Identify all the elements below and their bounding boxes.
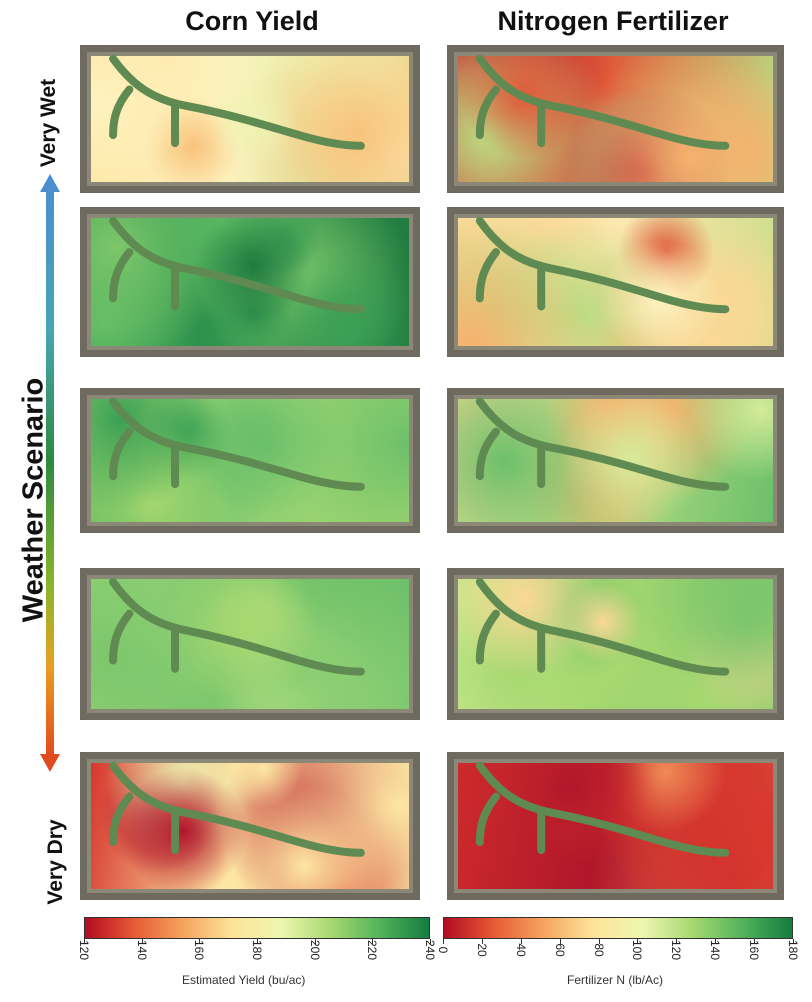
corn-yield-column-title: Corn Yield bbox=[185, 6, 319, 36]
very-dry-label: Very Dry bbox=[44, 819, 67, 905]
weather-gradient-arrow bbox=[46, 190, 54, 756]
stream-channel bbox=[454, 759, 777, 893]
nitrogen-tick-mark bbox=[520, 939, 522, 944]
nitrogen-tick-mark bbox=[676, 939, 678, 944]
nitrogen-map-5 bbox=[447, 752, 784, 900]
nitrogen-tick-mark bbox=[715, 939, 717, 944]
yield-tick-label: 200 bbox=[307, 939, 322, 961]
nitrogen-map-1 bbox=[447, 45, 784, 193]
nitrogen-map-4 bbox=[447, 568, 784, 720]
nitrogen-tick-label: 160 bbox=[747, 939, 762, 961]
stream-channel bbox=[454, 575, 777, 713]
nitrogen-tick-mark bbox=[598, 939, 600, 944]
nitrogen-tick-mark bbox=[793, 939, 794, 944]
nitrogen-fertilizer-column-title: Nitrogen Fertilizer bbox=[497, 6, 729, 36]
arrow-up-icon bbox=[40, 174, 60, 192]
corn-yield-map-2 bbox=[80, 207, 420, 357]
nitrogen-map-2 bbox=[447, 207, 784, 357]
yield-tick-mark bbox=[314, 939, 316, 944]
nitrogen-map-3 bbox=[447, 388, 784, 533]
nitrogen-tick-label: 140 bbox=[708, 939, 723, 961]
nitrogen-colorbar-label: Fertilizer N (lb/Ac) bbox=[567, 973, 664, 987]
stream-channel bbox=[454, 395, 777, 526]
yield-tick-mark bbox=[141, 939, 143, 944]
nitrogen-tick-label: 180 bbox=[786, 939, 800, 961]
yield-tick-label: 240 bbox=[423, 939, 437, 961]
nitrogen-tick-label: 80 bbox=[591, 943, 606, 957]
yield-tick-label: 160 bbox=[192, 939, 207, 961]
corn-yield-map-5 bbox=[80, 752, 420, 900]
yield-colorbar bbox=[84, 917, 430, 939]
stream-channel bbox=[87, 759, 413, 893]
yield-tick-label: 120 bbox=[77, 939, 91, 961]
nitrogen-tick-label: 20 bbox=[474, 943, 489, 957]
stream-channel bbox=[454, 214, 777, 350]
yield-tick-mark bbox=[372, 939, 374, 944]
nitrogen-tick-mark bbox=[443, 939, 444, 944]
yield-tick-mark bbox=[257, 939, 258, 944]
nitrogen-tick-label: 100 bbox=[630, 939, 645, 961]
yield-tick-label: 180 bbox=[250, 939, 264, 961]
corn-yield-map-4 bbox=[80, 568, 420, 720]
nitrogen-tick-mark bbox=[481, 939, 483, 944]
stream-channel bbox=[87, 575, 413, 713]
nitrogen-tick-label: 40 bbox=[513, 943, 528, 957]
corn-yield-map-1 bbox=[80, 45, 420, 193]
nitrogen-tick-label: 0 bbox=[436, 946, 450, 954]
nitrogen-tick-mark bbox=[754, 939, 756, 944]
nitrogen-tick-mark bbox=[637, 939, 639, 944]
corn-yield-map-3 bbox=[80, 388, 420, 533]
yield-tick-mark bbox=[84, 939, 85, 944]
very-wet-label: Very Wet bbox=[37, 78, 60, 168]
yield-tick-mark bbox=[199, 939, 201, 944]
stream-channel bbox=[454, 52, 777, 186]
yield-tick-label: 140 bbox=[134, 939, 149, 961]
yield-tick-mark bbox=[430, 939, 431, 944]
stream-channel bbox=[87, 395, 413, 526]
nitrogen-colorbar bbox=[443, 917, 793, 939]
stream-channel bbox=[87, 214, 413, 350]
nitrogen-tick-mark bbox=[559, 939, 561, 944]
nitrogen-tick-label: 60 bbox=[552, 943, 567, 957]
yield-colorbar-label: Estimated Yield (bu/ac) bbox=[182, 973, 306, 987]
stream-channel bbox=[87, 52, 413, 186]
nitrogen-tick-label: 120 bbox=[669, 939, 684, 961]
arrow-down-icon bbox=[40, 754, 60, 772]
yield-tick-label: 220 bbox=[365, 939, 380, 961]
